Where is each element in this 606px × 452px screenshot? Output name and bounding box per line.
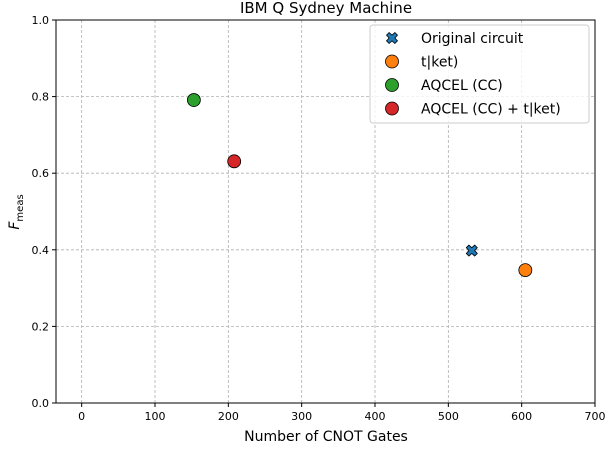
x-tick-label: 0 xyxy=(78,410,85,423)
legend-label: AQCEL (CC) xyxy=(421,78,503,94)
legend-marker xyxy=(385,78,399,92)
legend-box xyxy=(369,24,590,124)
data-point xyxy=(186,93,201,107)
data-point xyxy=(465,244,478,257)
legend-marker xyxy=(385,101,399,116)
x-tick-label: 400 xyxy=(365,410,386,423)
x-tick-label: 600 xyxy=(511,410,532,423)
x-tick-label: 200 xyxy=(218,410,239,423)
data-points xyxy=(186,93,533,277)
y-axis-label: Fmeas xyxy=(7,194,26,229)
data-point xyxy=(227,154,242,169)
legend-marker xyxy=(385,31,399,45)
x-tick-label: 100 xyxy=(145,410,166,423)
y-axis-label-sub: meas xyxy=(15,194,26,221)
x-tick-label: 300 xyxy=(291,410,312,423)
legend-label: t|ket) xyxy=(421,55,458,71)
legend: Original circuit t|ket) AQCEL (CC) AQCEL (C… xyxy=(369,24,590,124)
x-tick-label: 500 xyxy=(438,410,459,423)
legend-label: AQCEL (CC) + t|ket) xyxy=(421,102,561,118)
y-axis-label-main: F xyxy=(7,221,23,230)
y-tick-label: 0.6 xyxy=(32,167,50,180)
y-axis: 0.0 0.2 0.4 0.6 0.8 1.0 xyxy=(32,14,56,410)
legend-label: Original circuit xyxy=(421,31,524,47)
y-tick-label: 0.4 xyxy=(32,244,50,257)
data-point xyxy=(518,263,533,277)
plot-frame xyxy=(55,19,596,404)
y-tick-label: 1.0 xyxy=(32,14,50,27)
chart-title: IBM Q Sydney Machine xyxy=(240,0,412,17)
y-tick-label: 0.2 xyxy=(32,320,50,333)
x-axis: 0 100 200 300 400 500 600 700 xyxy=(78,403,606,423)
y-tick-label: 0.0 xyxy=(32,397,50,410)
legend-marker xyxy=(385,54,399,69)
x-tick-label: 700 xyxy=(585,410,606,423)
y-tick-label: 0.8 xyxy=(32,91,50,104)
x-axis-label: Number of CNOT Gates xyxy=(244,429,408,445)
